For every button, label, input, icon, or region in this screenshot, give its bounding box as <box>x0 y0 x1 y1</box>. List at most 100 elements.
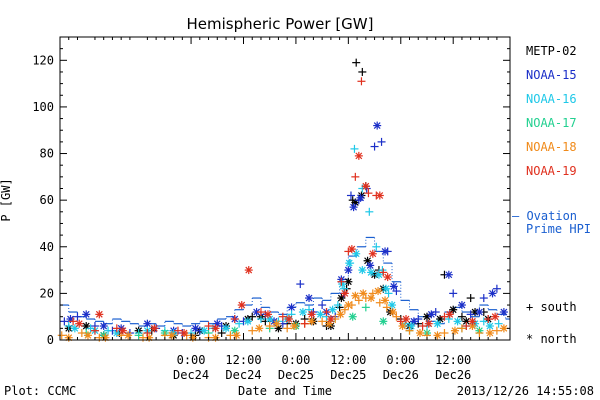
point-south-metp-02 <box>358 68 366 76</box>
footer-plot-source: Plot: CCMC <box>4 384 76 398</box>
point-north-noaa-18 <box>399 322 407 330</box>
point-south-noaa-15 <box>480 294 488 302</box>
point-north-noaa-18 <box>500 324 508 332</box>
point-north-noaa-19 <box>95 310 103 318</box>
plot-area <box>60 237 510 326</box>
point-south-noaa-18 <box>283 324 291 332</box>
point-south-noaa-19 <box>301 320 309 328</box>
y-tick-label: 60 <box>40 193 54 207</box>
point-south-noaa-18 <box>355 296 363 304</box>
point-north-noaa-15 <box>350 203 358 211</box>
point-north-noaa-16 <box>222 324 230 332</box>
point-south-noaa-19 <box>351 173 359 181</box>
point-north-noaa-15 <box>489 289 497 297</box>
point-north-noaa-18 <box>84 331 92 339</box>
point-south-noaa-18 <box>318 317 326 325</box>
legend-ovation-2: Prime HPI <box>526 222 591 236</box>
point-north-noaa-19 <box>264 310 272 318</box>
point-north-noaa-15 <box>445 271 453 279</box>
y-tick-label: 40 <box>40 240 54 254</box>
x-tick-date: Dec25 <box>278 368 314 382</box>
point-north-noaa-19 <box>348 245 356 253</box>
point-north-noaa-15 <box>305 294 313 302</box>
point-north-noaa-16 <box>367 268 375 276</box>
point-north-noaa-15 <box>475 308 483 316</box>
point-south-noaa-18 <box>58 331 66 339</box>
x-tick-time: 0:00 <box>177 353 206 367</box>
point-south-noaa-15 <box>449 289 457 297</box>
point-north-noaa-19 <box>468 317 476 325</box>
point-north-noaa-19 <box>119 327 127 335</box>
point-north-noaa-18 <box>374 287 382 295</box>
point-north-noaa-15 <box>500 308 508 316</box>
point-north-noaa-18 <box>416 329 424 337</box>
point-south-noaa-16 <box>365 208 373 216</box>
x-tick-time: 12:00 <box>435 353 471 367</box>
point-north-noaa-18 <box>486 329 494 337</box>
point-north-noaa-18 <box>359 289 367 297</box>
plot-frame <box>60 37 510 340</box>
legend-south: + south <box>526 300 577 314</box>
x-tick-date: Dec26 <box>435 368 471 382</box>
y-tick-label: 100 <box>32 100 54 114</box>
point-north-noaa-15 <box>288 303 296 311</box>
point-south-noaa-15 <box>73 313 81 321</box>
point-south-noaa-18 <box>440 329 448 337</box>
point-south-noaa-15 <box>371 143 379 151</box>
point-north-noaa-15 <box>82 310 90 318</box>
point-north-noaa-15 <box>373 122 381 130</box>
point-north-noaa-16 <box>486 322 494 330</box>
point-north-noaa-18 <box>168 331 176 339</box>
point-north-noaa-15 <box>191 324 199 332</box>
point-north-metp-02 <box>449 306 457 314</box>
point-north-noaa-19 <box>355 152 363 160</box>
legend-entry: NOAA-16 <box>526 92 577 106</box>
point-north-noaa-19 <box>362 182 370 190</box>
point-north-noaa-18 <box>233 331 241 339</box>
point-north-noaa-19 <box>446 310 454 318</box>
point-north-noaa-18 <box>255 324 263 332</box>
x-tick-date: Dec26 <box>383 368 419 382</box>
point-north-noaa-19 <box>238 301 246 309</box>
point-north-noaa-18 <box>344 301 352 309</box>
point-north-noaa-15 <box>366 261 374 269</box>
point-north-noaa-15 <box>381 247 389 255</box>
point-south-metp-02 <box>352 59 360 67</box>
point-south-noaa-18 <box>493 327 501 335</box>
point-north-noaa-19 <box>75 320 83 328</box>
point-north-noaa-15 <box>390 282 398 290</box>
y-tick-label: 120 <box>32 53 54 67</box>
point-north-noaa-19 <box>376 191 384 199</box>
point-north-noaa-19 <box>491 313 499 321</box>
point-north-noaa-16 <box>382 285 390 293</box>
point-north-noaa-16 <box>358 266 366 274</box>
point-north-noaa-19 <box>285 315 293 323</box>
point-north-noaa-19 <box>402 315 410 323</box>
point-north-noaa-15 <box>143 320 151 328</box>
point-north-noaa-19 <box>180 329 188 337</box>
point-north-noaa-15 <box>100 322 108 330</box>
point-north-noaa-19 <box>150 324 158 332</box>
point-north-noaa-18 <box>273 320 281 328</box>
point-north-noaa-18 <box>290 322 298 330</box>
x-tick-time: 0:00 <box>281 353 310 367</box>
point-north-noaa-17 <box>379 317 387 325</box>
point-north-noaa-18 <box>308 317 316 325</box>
legend-entry: METP-02 <box>526 44 577 58</box>
legend-ovation: — Ovation <box>512 209 577 223</box>
point-south-metp-02 <box>467 294 475 302</box>
point-north-noaa-16 <box>407 322 415 330</box>
point-north-noaa-18 <box>381 296 389 304</box>
point-north-noaa-18 <box>336 310 344 318</box>
point-south-noaa-16 <box>372 243 380 251</box>
y-tick-label: 80 <box>40 147 54 161</box>
point-south-noaa-15 <box>318 301 326 309</box>
point-north-noaa-19 <box>369 250 377 258</box>
point-north-noaa-18 <box>451 327 459 335</box>
point-south-noaa-19 <box>357 77 365 85</box>
footer-timestamp: 2013/12/26 14:55:08 <box>457 384 594 398</box>
data-marks <box>58 59 508 342</box>
x-tick-date: Dec24 <box>225 368 261 382</box>
point-north-noaa-15 <box>344 266 352 274</box>
